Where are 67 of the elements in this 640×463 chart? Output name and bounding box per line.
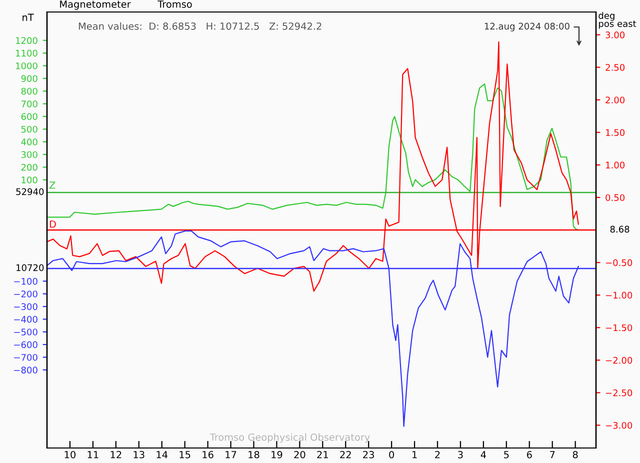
x-tick-label: 19 <box>272 450 282 458</box>
y-tick-label: 300 <box>21 151 38 158</box>
y3-tick-label: −700 <box>14 354 38 361</box>
x-tick-label: 4 <box>480 451 486 458</box>
annotation: Tromso Geophysical Observatory <box>210 433 370 443</box>
y-tick-label: 100 <box>22 176 38 184</box>
y2-tick-label: −0.50 <box>606 259 632 266</box>
y3-tick-label: −200 <box>14 290 38 298</box>
annotation: D <box>50 220 56 228</box>
x-tick-label: 21 <box>317 450 328 458</box>
y2-tick-label: 1.50 <box>606 129 625 136</box>
annotation: Mean values: D: 8.6853 H: 10712.5 Z: 52942.2 <box>78 22 322 30</box>
x-tick-label: 5 <box>504 451 509 458</box>
y2-tick-label: −1.50 <box>606 324 632 332</box>
x-tick-label: 7 <box>550 451 555 458</box>
y-tick-label: 800 <box>21 88 38 95</box>
y-tick-label: 200 <box>21 164 38 171</box>
y3-tick-label: −800 <box>14 366 38 374</box>
y2-tick-label: 2.50 <box>606 64 625 71</box>
y-tick-label: 900 <box>21 75 38 82</box>
y2-tick-label: −2.50 <box>606 389 632 396</box>
y2-tick-label: −3.00 <box>606 422 632 429</box>
x-tick-label: 10 <box>64 450 76 458</box>
x-tick-label: 6 <box>526 450 532 458</box>
y3-tick-label: −300 <box>14 303 38 310</box>
text: 52940 <box>16 188 44 196</box>
x-tick-label: 0 <box>389 450 394 458</box>
x-tick-label: 15 <box>180 451 190 458</box>
y-tick-label: 700 <box>21 100 38 108</box>
y-tick-label: 1000 <box>16 62 38 70</box>
y2-tick-label: 3.00 <box>606 32 625 38</box>
x-tick-label: 8 <box>572 450 578 458</box>
x-tick-label: 3 <box>458 450 463 458</box>
y-tick-label: 1100 <box>16 50 38 57</box>
text: 10720 <box>16 264 44 272</box>
x-tick-label: 17 <box>226 451 236 458</box>
x-tick-label: 23 <box>363 450 374 458</box>
text: Magnetometer <box>60 0 131 10</box>
y3-tick-label: −500 <box>14 328 38 336</box>
y3-tick-label: −400 <box>14 316 38 323</box>
y2-tick-label: −2.00 <box>606 356 632 364</box>
y2-tick-label: −1.00 <box>606 292 632 299</box>
x-tick-label: 14 <box>156 451 168 458</box>
y2-tick-label: 1.00 <box>606 162 625 168</box>
text: Tromso <box>158 0 192 8</box>
x-tick-label: 13 <box>134 450 144 458</box>
x-tick-label: 1 <box>412 451 417 458</box>
annotation: 12.aug 2024 08:00 <box>484 22 570 32</box>
x-tick-label: 18 <box>248 450 260 458</box>
y-tick-label: 400 <box>21 138 38 146</box>
x-tick-label: 12 <box>110 450 122 458</box>
y-axis-title: nT <box>22 14 34 21</box>
y2-axis-title: deg pos east <box>598 12 636 29</box>
x-tick-label: 16 <box>202 450 214 458</box>
x-tick-label: 11 <box>88 451 98 458</box>
y-tick-label: 1200 <box>16 37 38 44</box>
x-tick-label: 20 <box>294 450 306 458</box>
y3-tick-label: −600 <box>14 341 38 348</box>
annotation: Z <box>49 182 56 189</box>
y2-tick-label: 2.00 <box>606 96 625 104</box>
y-tick-label: 600 <box>21 113 38 120</box>
y2-tick-label: 0.50 <box>606 194 625 202</box>
y-tick-label: 500 <box>21 126 38 133</box>
y3-tick-label: −100 <box>14 278 38 285</box>
x-tick-label: 22 <box>340 450 351 458</box>
text: 8.68 <box>610 226 630 233</box>
x-tick-label: 2 <box>435 450 440 458</box>
